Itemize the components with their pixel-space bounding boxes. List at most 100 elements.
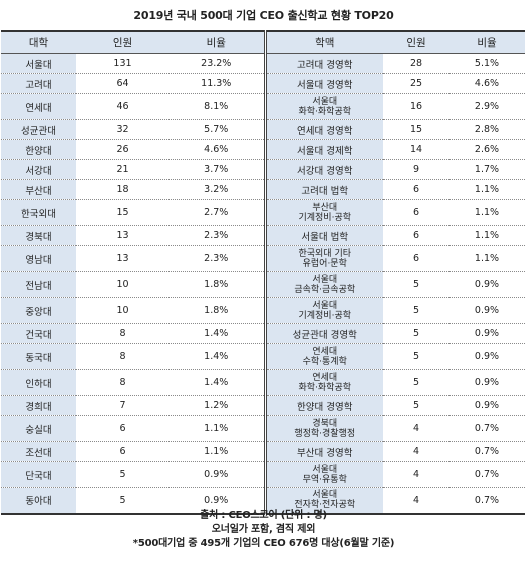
major-cell: 서울대 화학·화학공학 (265, 93, 383, 120)
count-cell: 8 (76, 343, 169, 370)
count-cell: 6 (76, 415, 169, 442)
ratio-cell: 3.2% (169, 179, 267, 200)
university-cell: 동아대 (1, 487, 76, 515)
ratio-cell: 0.9% (169, 487, 267, 515)
major-cell: 연세대 경영학 (265, 119, 383, 140)
major-count-cell: 6 (383, 245, 449, 272)
table-row: 숭실대 6 1.1% 경북대 행정학·경찰행정 4 0.7% (1, 415, 525, 442)
count-cell: 64 (76, 73, 169, 94)
major-line: 화학·화학공학 (298, 106, 352, 117)
major-count-cell: 5 (383, 323, 449, 344)
major-line: 무역·유통학 (302, 474, 347, 485)
count-cell: 10 (76, 297, 169, 324)
university-cell: 영남대 (1, 245, 76, 272)
count-cell: 26 (76, 139, 169, 160)
table-row: 조선대 6 1.1% 부산대 경영학 4 0.7% (1, 441, 525, 462)
major-ratio-cell: 0.7% (449, 441, 525, 462)
major-count-cell: 6 (383, 179, 449, 200)
university-cell: 서강대 (1, 159, 76, 180)
table-row: 전남대 10 1.8% 서울대 금속학·금속공학 5 0.9% (1, 271, 525, 298)
ratio-cell: 1.4% (169, 369, 267, 396)
major-cell: 서울대 법학 (265, 225, 383, 246)
header-major-ratio: 비율 (449, 30, 525, 54)
major-ratio-cell: 0.7% (449, 461, 525, 488)
major-count-cell: 9 (383, 159, 449, 180)
university-cell: 고려대 (1, 73, 76, 94)
university-cell: 전남대 (1, 271, 76, 298)
major-line: 경북대 (312, 418, 338, 429)
ratio-cell: 1.1% (169, 441, 267, 462)
major-ratio-cell: 0.9% (449, 271, 525, 298)
count-cell: 13 (76, 245, 169, 272)
header-major: 학맥 (265, 30, 383, 54)
major-cell: 경북대 행정학·경찰행정 (265, 415, 383, 442)
major-ratio-cell: 0.7% (449, 487, 525, 515)
major-count-cell: 6 (383, 225, 449, 246)
major-line: 기계정비·공학 (298, 212, 352, 223)
table-title: 2019년 국내 500대 기업 CEO 출신학교 현황 TOP20 (133, 9, 394, 22)
header-university: 대학 (1, 30, 76, 54)
ratio-cell: 2.3% (169, 225, 267, 246)
table-row: 단국대 5 0.9% 서울대 무역·유통학 4 0.7% (1, 461, 525, 488)
university-cell: 건국대 (1, 323, 76, 344)
university-cell: 단국대 (1, 461, 76, 488)
major-count-cell: 5 (383, 297, 449, 324)
count-cell: 5 (76, 487, 169, 515)
major-line: 서울대 (312, 300, 338, 311)
table-row: 동아대 5 0.9% 서울대 전자학·전자공학 4 0.7% (1, 487, 525, 515)
major-ratio-cell: 1.1% (449, 199, 525, 226)
table-body: 서울대 131 23.2% 고려대 경영학 28 5.1% 고려대 64 11.3% 서울대 경영… (1, 53, 525, 515)
table-row: 연세대 46 8.1% 서울대 화학·화학공학 16 2.9% (1, 93, 525, 120)
major-count-cell: 5 (383, 271, 449, 298)
major-cell: 한국외대 기타 유럽어·문학 (265, 245, 383, 272)
major-cell: 연세대 화학·화학공학 (265, 369, 383, 396)
major-ratio-cell: 0.9% (449, 369, 525, 396)
major-cell: 연세대 수학·통계학 (265, 343, 383, 370)
university-cell: 경희대 (1, 395, 76, 416)
ratio-cell: 1.4% (169, 343, 267, 370)
university-cell: 한국외대 (1, 199, 76, 226)
table-row: 한양대 26 4.6% 서울대 경제학 14 2.6% (1, 139, 525, 160)
count-cell: 7 (76, 395, 169, 416)
count-cell: 32 (76, 119, 169, 140)
table-row: 부산대 18 3.2% 고려대 법학 6 1.1% (1, 179, 525, 200)
major-count-cell: 16 (383, 93, 449, 120)
university-cell: 조선대 (1, 441, 76, 462)
count-cell: 131 (76, 53, 169, 74)
major-line: 전자학·전자공학 (294, 500, 356, 511)
table-row: 서강대 21 3.7% 서강대 경영학 9 1.7% (1, 159, 525, 180)
major-ratio-cell: 1.1% (449, 179, 525, 200)
header-ratio: 비율 (169, 30, 267, 54)
major-ratio-cell: 2.8% (449, 119, 525, 140)
major-count-cell: 14 (383, 139, 449, 160)
major-cell: 서울대 경제학 (265, 139, 383, 160)
major-ratio-cell: 0.9% (449, 395, 525, 416)
major-line: 금속학·금속공학 (294, 284, 356, 295)
major-line: 서울대 (312, 464, 338, 475)
major-ratio-cell: 2.9% (449, 93, 525, 120)
major-line: 서울대 (312, 490, 338, 501)
ceo-school-table: 대학 인원 비율 학맥 인원 비율 서울대 131 23.2% 고려대 경영학 28 5.… (1, 30, 525, 515)
table-row: 영남대 13 2.3% 한국외대 기타 유럽어·문학 6 1.1% (1, 245, 525, 272)
major-line: 기계정비·공학 (298, 310, 352, 321)
ratio-cell: 2.7% (169, 199, 267, 226)
count-cell: 18 (76, 179, 169, 200)
major-line: 서울대 (312, 274, 338, 285)
ratio-cell: 1.2% (169, 395, 267, 416)
major-cell: 서울대 전자학·전자공학 (265, 487, 383, 515)
major-count-cell: 4 (383, 415, 449, 442)
table-row: 한국외대 15 2.7% 부산대 기계정비·공학 6 1.1% (1, 199, 525, 226)
major-line: 한국외대 기타 (298, 248, 352, 259)
scope-line: 오너일가 포함, 겸직 제외 (211, 524, 316, 535)
ratio-cell: 5.7% (169, 119, 267, 140)
university-cell: 연세대 (1, 93, 76, 120)
major-cell: 부산대 경영학 (265, 441, 383, 462)
ratio-cell: 1.8% (169, 271, 267, 298)
ratio-cell: 4.6% (169, 139, 267, 160)
header-major-count: 인원 (383, 30, 449, 54)
count-cell: 15 (76, 199, 169, 226)
ratio-cell: 8.1% (169, 93, 267, 120)
count-cell: 6 (76, 441, 169, 462)
ratio-cell: 1.8% (169, 297, 267, 324)
count-cell: 5 (76, 461, 169, 488)
